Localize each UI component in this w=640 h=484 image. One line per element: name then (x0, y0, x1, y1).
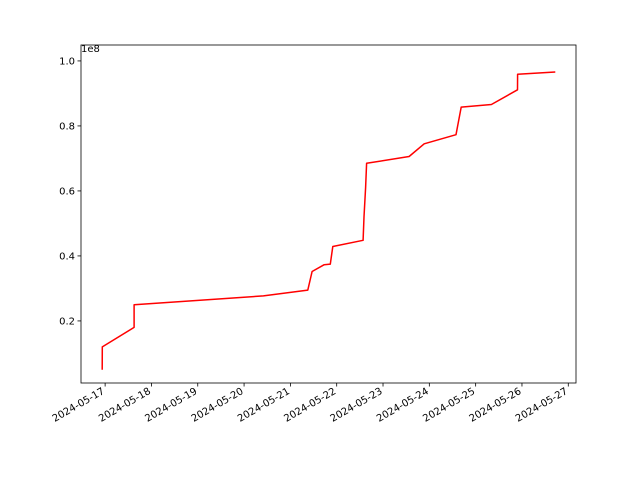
series-line-0 (101, 71, 556, 370)
y-tick-label: 0.2 (59, 316, 75, 327)
y-axis: 0.2 0.4 0.6 0.8 1.0 (59, 56, 81, 327)
axes-frame (80, 44, 577, 384)
y-tick-label: 0.8 (59, 121, 75, 132)
y-tick-label: 1.0 (59, 56, 75, 67)
y-tick-label: 0.4 (59, 251, 75, 262)
y-tick-label: 0.6 (59, 186, 75, 197)
y-offset-text: 1e8 (81, 44, 100, 55)
series-layer (101, 71, 556, 370)
